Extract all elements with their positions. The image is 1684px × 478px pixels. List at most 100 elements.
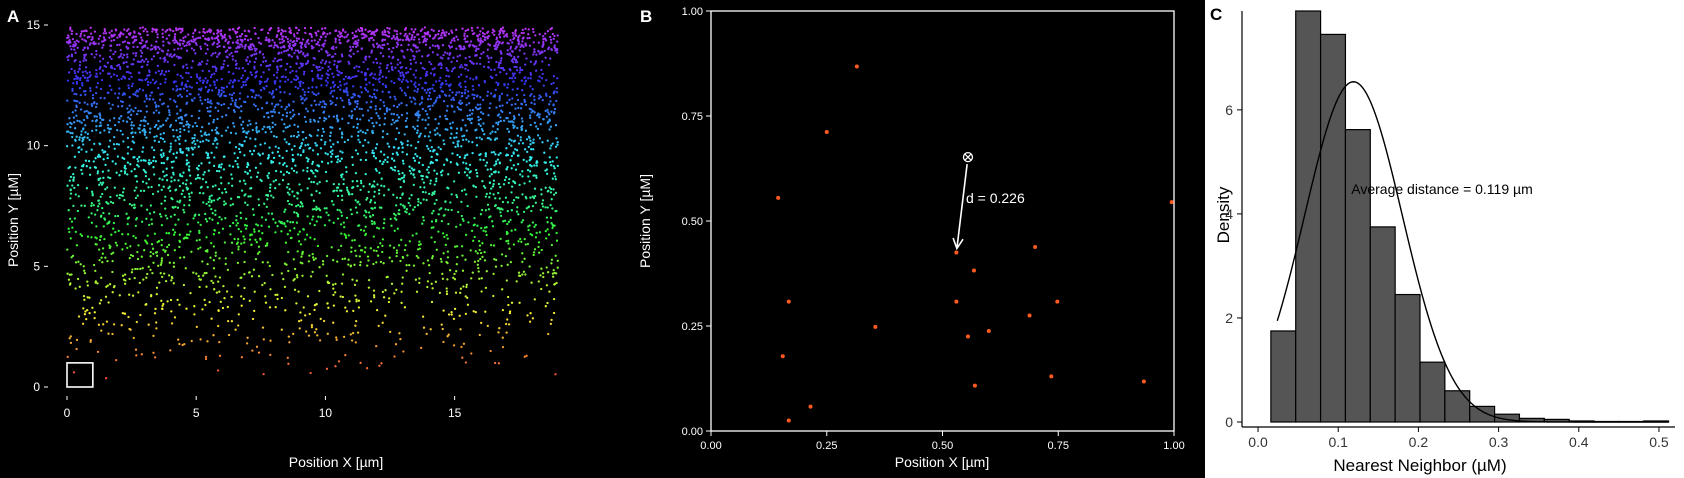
a-data-point	[504, 196, 508, 199]
a-data-point	[255, 175, 259, 178]
a-data-point	[396, 105, 399, 109]
a-data-point	[545, 115, 549, 118]
a-data-point	[132, 52, 135, 55]
a-data-point	[216, 101, 219, 105]
a-data-point	[125, 45, 128, 48]
a-data-point	[538, 137, 542, 140]
a-data-point	[540, 188, 543, 191]
a-data-point	[185, 233, 189, 236]
a-data-point	[390, 166, 393, 170]
a-data-point	[498, 162, 502, 165]
a-data-point	[293, 123, 296, 127]
a-data-point	[230, 295, 233, 299]
a-data-point	[431, 104, 434, 107]
a-data-point	[229, 131, 233, 134]
a-data-point	[514, 76, 517, 80]
a-data-point	[400, 43, 403, 47]
a-data-point	[530, 209, 533, 213]
a-data-point	[82, 74, 85, 77]
a-data-point	[373, 190, 376, 193]
a-data-point	[251, 43, 254, 46]
a-data-point	[265, 101, 268, 105]
a-data-point	[336, 186, 340, 189]
a-data-point	[206, 106, 209, 110]
a-data-point	[200, 134, 203, 138]
a-data-point	[311, 270, 314, 274]
a-data-point	[247, 29, 250, 33]
a-data-point	[367, 259, 370, 262]
a-data-point	[507, 83, 510, 86]
a-data-point	[122, 33, 125, 36]
a-data-point	[102, 40, 105, 43]
a-data-point	[282, 277, 285, 281]
a-data-point	[479, 111, 483, 114]
a-data-point	[215, 36, 219, 40]
a-data-point	[479, 213, 483, 216]
a-data-point	[232, 72, 235, 75]
a-data-point	[298, 327, 301, 330]
a-data-point	[456, 55, 459, 58]
a-data-point	[67, 34, 70, 37]
a-data-point	[242, 130, 245, 134]
a-data-point	[555, 90, 559, 94]
a-data-point	[344, 353, 347, 357]
a-data-point	[181, 81, 184, 84]
a-data-point	[462, 219, 465, 222]
a-data-point	[307, 90, 310, 94]
a-data-point	[288, 26, 291, 30]
a-data-point	[298, 51, 301, 54]
a-data-point	[288, 104, 291, 107]
a-data-point	[271, 114, 274, 118]
a-data-point	[384, 289, 387, 292]
a-data-point	[214, 128, 217, 132]
a-data-point	[298, 66, 301, 70]
a-data-point	[135, 320, 138, 324]
a-data-point	[538, 75, 541, 78]
a-data-point	[224, 217, 227, 220]
a-data-point	[93, 56, 96, 59]
a-data-point	[229, 204, 232, 207]
a-data-point	[171, 128, 175, 132]
a-data-point	[296, 87, 300, 90]
a-data-point	[406, 254, 409, 257]
a-data-point	[530, 108, 533, 111]
a-data-point	[157, 264, 160, 267]
a-data-point	[236, 261, 240, 265]
a-data-point	[71, 111, 74, 114]
a-data-point	[213, 65, 216, 68]
a-data-point	[412, 38, 416, 41]
a-data-point	[207, 122, 211, 125]
a-data-point	[263, 125, 266, 128]
a-data-point	[535, 53, 538, 56]
a-data-point	[185, 102, 188, 106]
a-data-point	[432, 209, 435, 213]
a-data-point	[505, 167, 508, 171]
a-data-point	[550, 27, 554, 30]
a-data-point	[102, 44, 105, 47]
a-data-point	[98, 112, 101, 115]
a-data-point	[333, 83, 337, 87]
a-data-point	[375, 143, 379, 146]
a-data-point	[497, 206, 500, 210]
a-data-point	[340, 189, 343, 192]
a-data-point	[154, 71, 158, 74]
a-data-point	[456, 106, 459, 109]
a-data-point	[185, 63, 188, 66]
a-data-point	[348, 54, 351, 57]
a-data-point	[183, 211, 186, 214]
a-data-point	[517, 271, 521, 274]
a-data-point	[142, 189, 146, 193]
a-data-point	[67, 71, 71, 74]
a-data-point	[126, 65, 129, 68]
a-data-point	[468, 45, 471, 48]
a-data-point	[101, 252, 104, 255]
a-data-point	[135, 354, 138, 357]
a-data-point	[492, 193, 495, 196]
a-data-point	[495, 121, 498, 125]
a-data-point	[525, 57, 528, 60]
a-data-point	[488, 181, 492, 184]
a-data-point	[467, 94, 470, 98]
a-data-point	[143, 116, 147, 119]
a-data-point	[451, 67, 455, 71]
a-data-point	[401, 150, 404, 154]
